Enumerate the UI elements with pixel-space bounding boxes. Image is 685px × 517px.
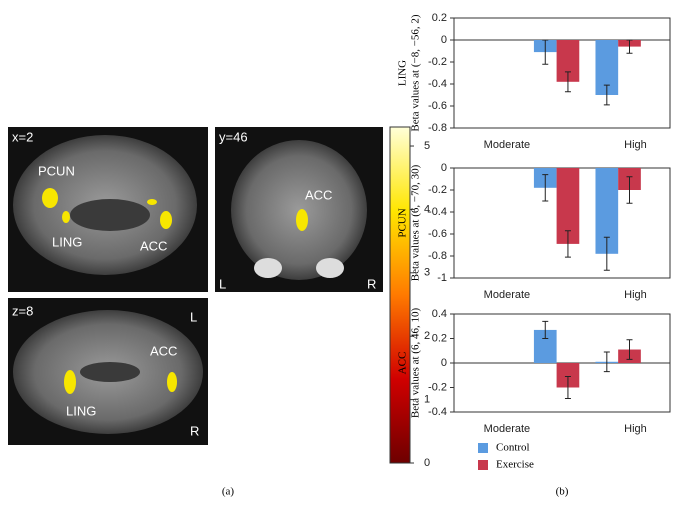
y-tick-label: -0.2 xyxy=(428,56,447,68)
brain-shape xyxy=(231,140,367,280)
error-bar xyxy=(542,320,549,339)
y-axis-label: Beta values at (−8, −56, 2) xyxy=(410,14,422,132)
slice-label: z=8 xyxy=(12,303,33,318)
x-tick-label: Moderate xyxy=(484,289,530,301)
error-bar xyxy=(542,174,549,202)
y-tick-label: 0.4 xyxy=(432,308,447,320)
x-tick-label: Moderate xyxy=(484,423,530,435)
brain-shape xyxy=(70,199,150,231)
side-label: R xyxy=(367,276,376,291)
colorbar-tick-label: 0 xyxy=(424,457,430,469)
error-bar xyxy=(564,71,571,93)
y-tick-label: -0.2 xyxy=(428,381,447,393)
error-bar xyxy=(542,39,549,65)
brain-shape xyxy=(316,258,344,278)
side-label: R xyxy=(190,423,199,438)
region-label: PCUN xyxy=(38,163,75,178)
activation xyxy=(160,211,172,229)
activation xyxy=(167,372,177,392)
bar xyxy=(595,168,619,254)
region-label: ACC xyxy=(397,352,409,375)
legend-swatch xyxy=(478,443,488,453)
slice-label: x=2 xyxy=(12,129,33,144)
colorbar xyxy=(389,126,411,464)
colorbar-tick-label: 2 xyxy=(424,330,430,342)
region-label: ACC xyxy=(150,343,177,358)
region-label: LING xyxy=(52,234,82,249)
region-label: ACC xyxy=(305,187,332,202)
activation xyxy=(62,211,70,223)
y-tick-label: -0.2 xyxy=(428,184,447,196)
region-label: LING xyxy=(66,403,96,418)
bar xyxy=(533,329,557,363)
legend-label: Control xyxy=(496,442,530,454)
error-bar xyxy=(626,339,633,360)
x-tick-label: High xyxy=(624,289,647,301)
y-tick-label: -0.4 xyxy=(428,78,447,90)
y-tick-label: -0.8 xyxy=(428,122,447,134)
slice-label: y=46 xyxy=(219,129,248,144)
colorbar-tick-label: 5 xyxy=(424,140,430,152)
legend-label: Exercise xyxy=(496,459,534,471)
error-bar xyxy=(564,230,571,258)
y-tick-label: -0.6 xyxy=(428,100,447,112)
error-bar xyxy=(603,84,610,106)
region-label: LING xyxy=(397,60,409,86)
activation xyxy=(147,199,157,205)
activation xyxy=(296,209,308,231)
bar xyxy=(556,168,580,244)
y-axis-label: Beta values at (6, 46, 10) xyxy=(410,308,422,419)
region-label: PCUN xyxy=(397,208,409,237)
error-bar xyxy=(626,176,633,204)
y-tick-label: 0 xyxy=(441,357,447,369)
colorbar-tick-label: 3 xyxy=(424,267,430,279)
panel-label: (a) xyxy=(222,486,235,498)
error-bar xyxy=(603,351,610,373)
y-tick-label: -0.8 xyxy=(428,250,447,262)
bar xyxy=(556,40,580,82)
y-tick-label: -1 xyxy=(437,272,447,284)
colorbar-tick-label: 1 xyxy=(424,394,430,406)
y-tick-label: -0.6 xyxy=(428,228,447,240)
x-tick-label: Moderate xyxy=(484,139,530,151)
y-tick-label: 0.2 xyxy=(432,332,447,344)
side-label: L xyxy=(190,309,197,324)
region-label: ACC xyxy=(140,238,167,253)
bar xyxy=(595,40,619,95)
legend-swatch xyxy=(478,460,488,470)
y-tick-label: 0 xyxy=(441,162,447,174)
panel-label: (b) xyxy=(556,486,569,498)
activation xyxy=(42,188,58,208)
error-bar xyxy=(603,236,610,271)
y-tick-label: 0 xyxy=(441,34,447,46)
y-axis-label: Beta values at (6, −70, 30) xyxy=(410,164,422,281)
activation xyxy=(64,370,76,394)
y-tick-label: -0.4 xyxy=(428,406,447,418)
plot-frame xyxy=(453,17,671,129)
bar xyxy=(556,363,580,388)
x-tick-label: High xyxy=(624,139,647,151)
brain-shape xyxy=(80,362,140,382)
error-bar xyxy=(626,39,633,54)
y-tick-label: 0.2 xyxy=(432,12,447,24)
side-label: L xyxy=(219,276,226,291)
brain-shape xyxy=(254,258,282,278)
colorbar-tick-label: 4 xyxy=(424,203,430,215)
error-bar xyxy=(564,375,571,400)
y-tick-label: -0.4 xyxy=(428,206,447,218)
x-tick-label: High xyxy=(624,423,647,435)
